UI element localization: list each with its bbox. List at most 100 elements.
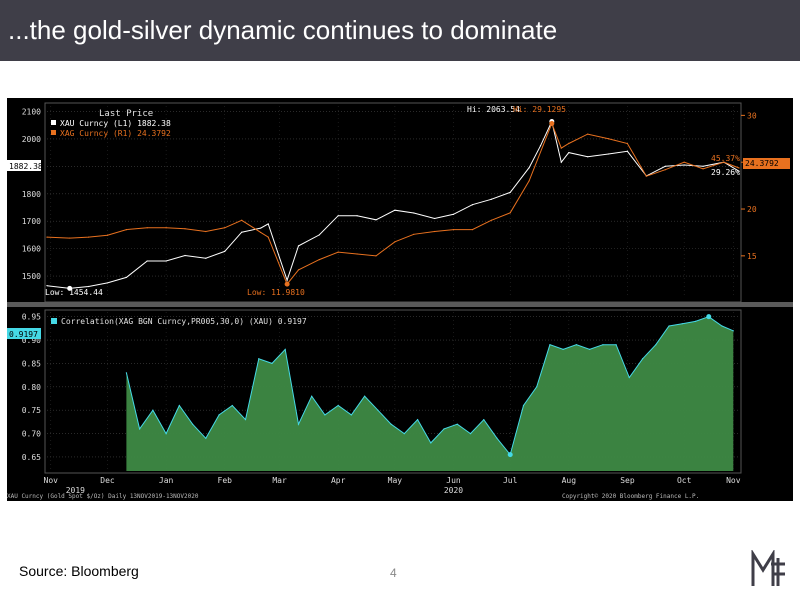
axis-labels: 2100200019001800170016001500302520150.95… [22, 107, 757, 495]
gold-axis-tick-label: 1800 [22, 190, 41, 199]
corr-small-label: 29.26% [711, 168, 740, 177]
silver-price-point [106, 234, 109, 236]
correlation-point [536, 386, 538, 388]
correlation-low-marker [507, 452, 513, 458]
correlation-point [271, 362, 273, 365]
gold-price-point [375, 219, 377, 221]
slide-title: ...the gold-silver dynamic continues to … [8, 15, 558, 45]
silver-price-point [224, 227, 226, 229]
month-tick-label: Mar [272, 476, 287, 485]
gold-price-point [471, 204, 474, 206]
month-tick-label: Aug [562, 476, 577, 485]
silver-price-point [146, 227, 148, 229]
correlation-axis-tick-label: 0.70 [22, 430, 41, 439]
bloomberg-chart: 2100200019001800170016001500302520150.95… [7, 98, 793, 501]
gold-price-point [87, 285, 90, 288]
gold-price-point [184, 254, 186, 257]
title-bar: ...the gold-silver dynamic continues to … [0, 0, 800, 61]
price-grid [47, 106, 739, 298]
correlation-point [575, 344, 577, 346]
correlation-point [416, 418, 419, 421]
correlation-axis-tick-label: 0.85 [22, 359, 41, 368]
gold-price-line [46, 119, 740, 289]
month-tick-label: Jul [503, 476, 518, 485]
correlation-point [721, 325, 723, 327]
correlation-point [615, 344, 617, 346]
silver-price-point [702, 168, 704, 170]
silver-price-point [297, 269, 300, 271]
silver-price-point [490, 219, 492, 221]
correlation-point [403, 432, 405, 435]
correlation-point [469, 432, 472, 435]
correlation-point [377, 409, 379, 411]
footer-right: Copyright© 2020 Bloomberg Finance L.P. [562, 493, 699, 500]
correlation-point [244, 418, 247, 421]
price-series [46, 118, 740, 291]
silver-price-point [337, 251, 339, 253]
correlation-point [139, 428, 141, 430]
silver-price-point [738, 167, 740, 169]
silver-last-tag [743, 158, 790, 169]
gold-low-marker [67, 285, 73, 291]
silver-price-point [356, 253, 358, 255]
legend-swatch-gold [51, 120, 56, 125]
silver-price-point [568, 142, 570, 145]
month-tick-label: Feb [218, 476, 233, 485]
silver-last-tag-text: 24.3792 [745, 159, 779, 168]
correlation-point [732, 330, 734, 332]
gold-price-point [738, 170, 740, 172]
chart-svg: 2100200019001800170016001500302520150.95… [7, 102, 793, 500]
gold-low-label: Low: 1454.44 [45, 288, 103, 297]
silver-price-point [683, 161, 685, 163]
gold-price-point [356, 215, 358, 217]
silver-price-point [723, 161, 725, 163]
gold-axis-tick-label: 2000 [22, 135, 41, 144]
gold-high-label: Hi: 2063.54 [467, 105, 520, 114]
silver-price-point [125, 229, 128, 231]
panel-separator[interactable] [7, 302, 793, 307]
silver-price-point [509, 212, 511, 214]
correlation-point [456, 423, 458, 425]
silver-price-point [471, 229, 474, 231]
correlation-point [218, 414, 220, 416]
month-tick-label: May [388, 476, 403, 485]
correlation-point [668, 325, 670, 327]
correlation-axis-tick-label: 0.75 [22, 406, 41, 415]
silver-price-point [645, 175, 647, 177]
correlation-point [165, 432, 167, 435]
correlation-axis-tick-label: 0.65 [22, 453, 41, 462]
corr-last-tag [7, 328, 41, 339]
silver-price-point [375, 255, 377, 257]
year-tick-label: 2020 [444, 486, 463, 495]
gold-price-point [165, 260, 167, 262]
silver-price-point [394, 241, 396, 243]
month-tick-label: Nov [44, 476, 59, 485]
correlation-point [297, 423, 300, 425]
correlation-axis-tick-label: 0.95 [22, 313, 41, 322]
correlation-point [628, 376, 630, 379]
correlation-point [589, 348, 591, 351]
silver-price-point [260, 231, 262, 234]
correlation-point [284, 348, 286, 351]
legend-swatch-correlation [51, 318, 57, 324]
gold-price-point [626, 150, 629, 152]
silver-price-point [241, 219, 243, 221]
gold-price-point [394, 209, 396, 211]
gold-price-point [337, 215, 339, 217]
correlation-point [364, 395, 366, 397]
silver-low-label: Low: 11.9810 [247, 288, 305, 297]
silver-price-line [46, 122, 740, 286]
page-number: 4 [390, 566, 397, 580]
silver-price-point [205, 230, 207, 233]
correlation-point [390, 423, 392, 425]
correlation-point [430, 442, 432, 444]
gold-axis-tick-label: 2100 [22, 107, 41, 116]
correlation-point [694, 320, 697, 322]
month-tick-label: Sep [620, 476, 635, 485]
gold-price-point [568, 152, 570, 154]
correlation-point [337, 404, 339, 407]
gold-price-point [452, 213, 455, 215]
gold-last-tag [7, 160, 41, 171]
corr-last-tag-text: 0.9197 [9, 330, 38, 339]
silver-price-point [413, 233, 415, 235]
